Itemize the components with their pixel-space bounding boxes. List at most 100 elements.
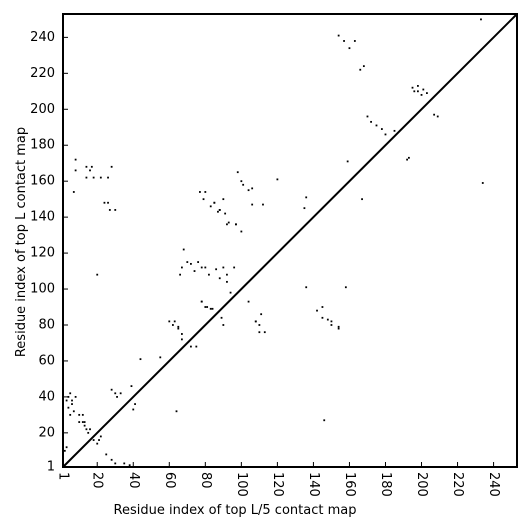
x-tick-label: 120 (270, 472, 285, 497)
contact-point-upper (348, 47, 351, 50)
contact-point-upper (67, 395, 70, 398)
contact-point-upper (362, 65, 365, 68)
contact-point-lower (65, 399, 68, 402)
contact-point-upper (366, 115, 369, 118)
y-tick-label: 160 (30, 174, 55, 189)
contact-point-lower (197, 261, 200, 263)
contact-point-lower (217, 210, 219, 213)
contact-point-lower (240, 180, 243, 183)
contact-point-upper (96, 273, 99, 276)
contact-point-upper (420, 93, 423, 96)
contact-point-lower (208, 273, 210, 276)
contact-point-upper (85, 176, 88, 179)
contact-point-upper (240, 230, 243, 233)
contact-point-upper (209, 307, 212, 310)
contact-point-lower (96, 442, 99, 445)
x-tick-label: 140 (306, 472, 321, 497)
y-tick-label: 60 (38, 353, 55, 368)
contact-point-upper (99, 435, 102, 438)
contact-point-upper (417, 90, 419, 93)
contact-point-upper (330, 320, 333, 323)
x-tick-label: 100 (234, 472, 249, 497)
contact-point-lower (200, 266, 203, 269)
contact-point-lower (159, 356, 162, 359)
contact-point-lower (235, 223, 237, 226)
contact-point-lower (330, 324, 333, 326)
contact-point-lower (182, 248, 185, 251)
contact-point-lower (211, 307, 214, 310)
contact-point-upper (63, 449, 66, 452)
y-tick-label: 80 (38, 317, 55, 332)
contact-point-upper (359, 68, 362, 71)
contact-point-lower (81, 421, 84, 423)
contact-point-lower (346, 160, 349, 163)
contact-point-lower (337, 327, 340, 330)
x-axis-ticks: 1 20 40 60 80 100 120 140 160 180 200 220 240 (56, 462, 501, 497)
contact-point-lower (190, 262, 192, 265)
contact-point-lower (222, 266, 225, 269)
y-tick-label: 180 (30, 138, 55, 153)
contact-point-lower (226, 223, 228, 226)
contact-point-lower (417, 85, 419, 87)
contact-point-upper (123, 462, 126, 465)
contact-point-upper (72, 191, 75, 193)
contact-point-upper (114, 392, 117, 395)
contact-point-lower (413, 90, 416, 93)
contact-point-upper (139, 358, 142, 361)
contact-point-lower (181, 333, 183, 335)
contact-point-lower (74, 395, 77, 398)
x-tick-label: 200 (414, 472, 429, 497)
contact-point-upper (204, 306, 207, 308)
y-axis-label: Residue index of top L contact map (14, 127, 29, 357)
contact-point-lower (481, 182, 484, 184)
x-tick-label: 1 (56, 472, 71, 480)
contact-point-lower (220, 316, 223, 319)
contact-point-lower (204, 191, 207, 193)
contact-point-lower (321, 306, 324, 308)
contact-point-lower (186, 261, 189, 263)
contact-point-upper (384, 133, 387, 136)
contact-point-upper (480, 18, 482, 21)
contact-point-lower (134, 403, 136, 405)
contact-point-lower (422, 88, 425, 91)
y-tick-label: 20 (38, 425, 55, 440)
contact-point-upper (177, 327, 180, 330)
contact-point-lower (105, 453, 108, 456)
contact-point-lower (110, 458, 113, 461)
contact-point-upper (74, 169, 77, 172)
contact-point-lower (323, 419, 326, 422)
contact-point-lower (226, 280, 228, 283)
contact-point-upper (262, 203, 264, 206)
contact-point-upper (103, 201, 106, 204)
y-tick-label: 120 (30, 246, 55, 261)
contact-point-upper (83, 424, 86, 427)
contact-point-lower (305, 286, 308, 289)
contact-point-lower (215, 268, 218, 271)
contact-point-lower (67, 406, 70, 409)
contact-point-upper (116, 395, 118, 398)
contact-point-upper (393, 129, 396, 132)
contact-point-upper (92, 176, 95, 179)
contact-point-lower (206, 306, 209, 308)
contact-point-upper (247, 300, 250, 303)
contact-point-lower (177, 325, 180, 328)
contact-point-lower (128, 464, 131, 467)
x-tick-label: 60 (162, 472, 177, 489)
y-tick-label: 220 (30, 66, 55, 81)
contact-point-upper (108, 209, 111, 211)
x-tick-label: 20 (90, 472, 105, 489)
contact-point-upper (71, 399, 73, 402)
contact-point-upper (375, 124, 378, 127)
contact-point-lower (209, 205, 212, 208)
y-tick-label: 1 (47, 460, 55, 475)
contact-point-upper (406, 158, 408, 161)
contact-point-lower (251, 203, 254, 206)
contact-point-lower (213, 201, 216, 204)
contact-point-lower (263, 331, 266, 334)
contact-point-lower (226, 273, 228, 276)
contact-point-lower (408, 156, 410, 159)
contact-point-lower (229, 291, 232, 294)
contact-point-upper (337, 34, 340, 37)
contact-point-upper (110, 165, 113, 168)
